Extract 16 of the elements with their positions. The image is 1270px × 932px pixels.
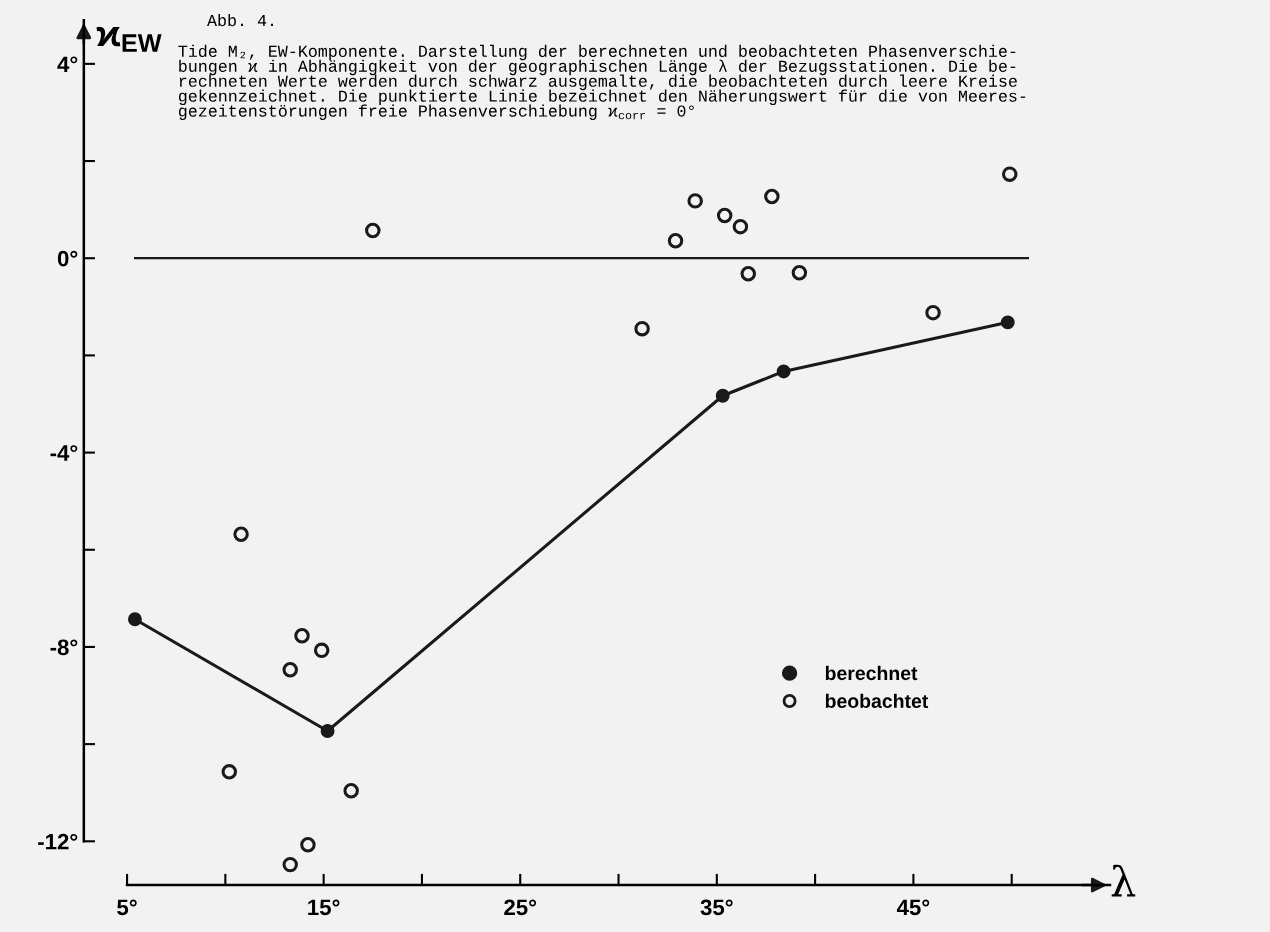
chart-title: Abb. 4. — [207, 13, 273, 27]
x-tick-label: 15° — [308, 899, 340, 916]
legend-label: berechnet — [825, 665, 918, 681]
y-tick-label: 4° — [57, 56, 78, 72]
x-axis-title: λ — [1111, 864, 1136, 897]
y-tick-label: -12° — [38, 833, 78, 850]
x-tick-label: 25° — [504, 899, 537, 916]
y-axis-title: ϰ$_{EW}$ — [96, 26, 162, 52]
legend-label: beobachtet — [825, 693, 929, 708]
y-tick-label: -8° — [50, 639, 78, 656]
x-tick-label: 35° — [700, 899, 733, 916]
x-tick-label: 5° — [117, 899, 137, 916]
y-tick-label: -4° — [50, 445, 78, 461]
x-tick-label: 45° — [896, 899, 930, 916]
text: Tide M₂, EW-Komponente. Darstellung der berechneten und beobachteten Phasenverschie- bungen ϰ in Abhängigkeit von der geographischen Länge λ der Bezugsstationen. Die be- rechneten Werte werden durch schwarz ausgemalte, die beobachteten durch leere Kreise gekennzeichnet. Die punktierte Linie bezeichnet den Näherungswert für die von Meeres- gezeitenstörungen freie Phasenverschiebung ϰ$_{corr}$ = 0° — [178, 44, 1026, 120]
y-tick-label: 0° — [57, 250, 78, 267]
